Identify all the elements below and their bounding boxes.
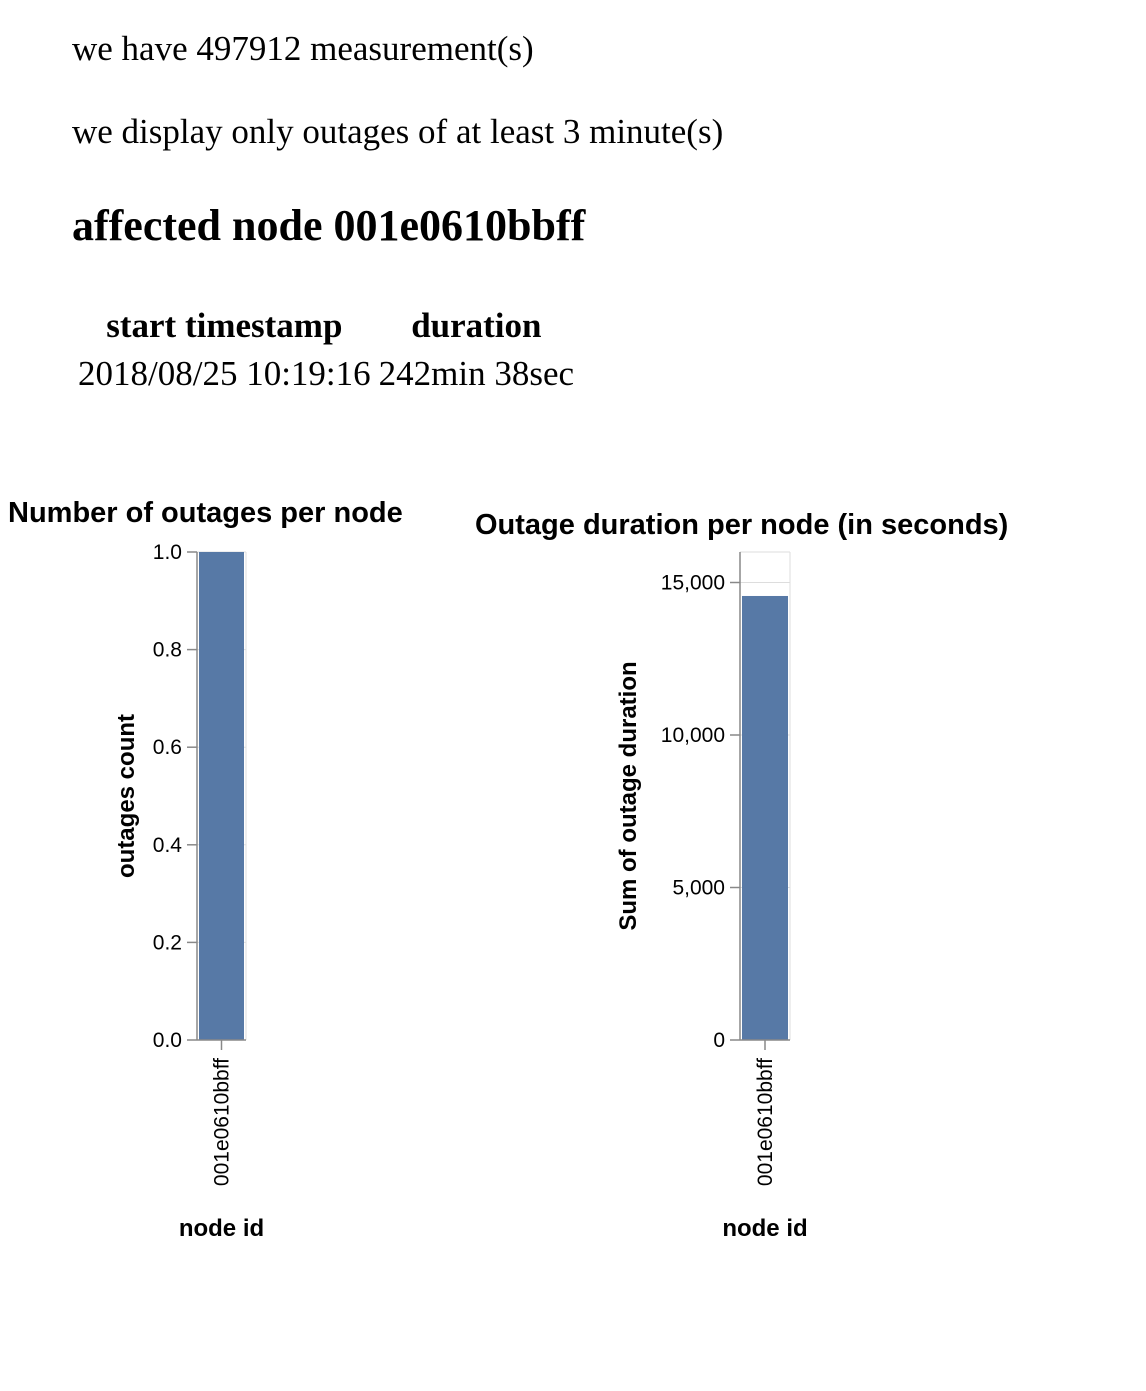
duration-cell: 242min 38sec: [378, 354, 575, 393]
measurement-count-text: we have 497912 measurement(s): [72, 29, 534, 68]
chart1-y-axis-title: outages count: [113, 714, 140, 878]
chart2-y-tick-label-1: 5,000: [672, 877, 725, 900]
chart1-y-tick-label-4: 0.8: [153, 639, 182, 662]
chart2-y-tick-label-3: 15,000: [661, 572, 725, 595]
chart1-y-tick-label-0: 0.0: [153, 1029, 182, 1052]
chart2-y-axis-title: Sum of outage duration: [615, 661, 642, 930]
chart2-x-axis-title: node id: [722, 1215, 807, 1242]
chart2-y-tick-label-2: 10,000: [661, 724, 725, 747]
column-header-start-timestamp: start timestamp: [106, 306, 343, 345]
outage-table: start timestamp duration 2018/08/25 10:1…: [72, 300, 580, 398]
column-header-duration: duration: [411, 306, 542, 345]
chart1-x-tick-label-0: 001e0610bbff: [211, 1058, 234, 1186]
outage-filter-text: we display only outages of at least 3 mi…: [72, 112, 724, 151]
chart2-x-tick-label-0: 001e0610bbff: [754, 1058, 777, 1186]
chart1-y-tick-label-3: 0.6: [153, 736, 182, 759]
chart1-y-tick-label-2: 0.4: [153, 834, 183, 857]
chart1-x-axis-title: node id: [179, 1215, 264, 1242]
chart2-y-tick-label-0: 0: [713, 1029, 725, 1052]
chart2-title: Outage duration per node (in seconds): [475, 509, 1008, 541]
affected-node-heading: affected node 001e0610bbff: [72, 201, 586, 250]
table-row: 2018/08/25 10:19:16 242min 38sec: [76, 352, 576, 396]
chart2-bar-001e0610bbff: [742, 595, 788, 1040]
start-timestamp-cell: 2018/08/25 10:19:16: [78, 354, 371, 393]
chart1-bar-001e0610bbff: [199, 552, 244, 1040]
chart1-title: Number of outages per node: [8, 497, 403, 529]
chart1-y-tick-label-5: 1.0: [153, 541, 182, 564]
chart1-y-tick-label-1: 0.2: [153, 931, 182, 954]
outage-table-header-row: start timestamp duration: [76, 302, 576, 350]
